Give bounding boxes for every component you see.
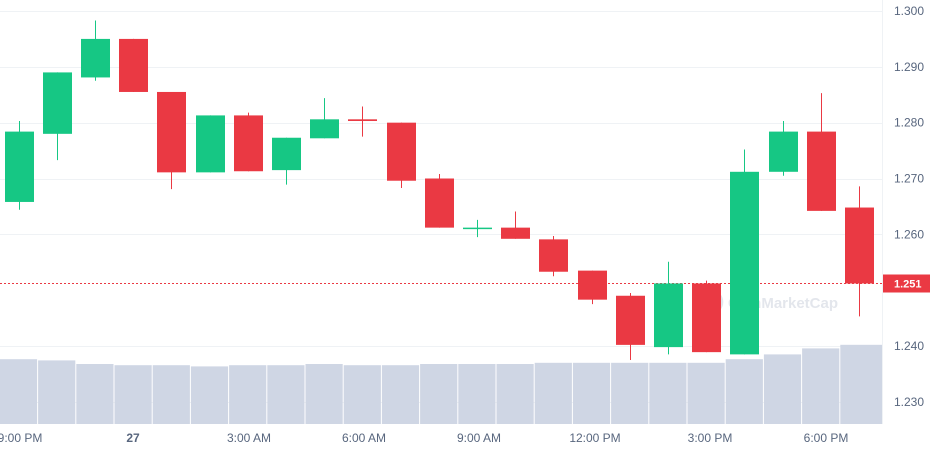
candle-down[interactable] (387, 122, 416, 188)
candle-body (845, 207, 874, 284)
x-tick-label: 9:00 PM (0, 431, 42, 445)
candle-up[interactable] (272, 137, 301, 185)
volume-bar (0, 359, 38, 424)
candle-body (119, 38, 148, 92)
x-tick-label: 3:00 PM (688, 431, 733, 445)
y-tick-label: 1.290 (894, 60, 924, 74)
volume-bar (496, 364, 534, 424)
volume-bar (572, 362, 611, 424)
candle-down[interactable] (845, 186, 874, 317)
candle-down[interactable] (578, 270, 607, 305)
candle-down[interactable] (501, 211, 530, 239)
volume-bar (725, 359, 763, 424)
volume-bar (534, 362, 572, 424)
candle-up[interactable] (730, 149, 759, 355)
volume-bar (38, 360, 76, 424)
x-tick-label: 9:00 AM (457, 431, 501, 445)
y-tick-label: 1.280 (894, 116, 924, 130)
candle-body (43, 72, 72, 134)
candle-body (501, 227, 530, 239)
candle-body (654, 283, 683, 348)
candle-up[interactable] (43, 72, 72, 161)
volume-bar (114, 365, 152, 424)
x-tick-label: 12:00 PM (569, 431, 620, 445)
volume-bar (763, 354, 802, 424)
candle-body (272, 137, 301, 171)
x-tick-label: 27 (126, 431, 140, 445)
candle-up[interactable] (769, 120, 798, 176)
candle-down[interactable] (119, 38, 148, 92)
price-tag-background (883, 274, 930, 293)
candle-up[interactable] (654, 261, 683, 355)
volume-bar (267, 365, 305, 424)
candle-down[interactable] (539, 236, 568, 277)
candle-body (196, 115, 225, 173)
candle-body (539, 239, 568, 272)
candle-down[interactable] (807, 93, 836, 211)
y-tick-label: 1.300 (894, 4, 924, 18)
y-tick-label: 1.270 (894, 172, 924, 186)
candle-body (81, 38, 110, 78)
candle-down[interactable] (348, 106, 377, 137)
candle-body (578, 270, 607, 300)
candle-down[interactable] (692, 280, 721, 353)
x-tick-label: 6:00 AM (342, 431, 386, 445)
candle-body (463, 227, 492, 230)
volume-bars (0, 344, 882, 424)
volume-bar (152, 365, 190, 424)
candle-body (692, 283, 721, 353)
volume-bar (343, 365, 381, 424)
candle-up[interactable] (196, 115, 225, 173)
candle-body (807, 131, 836, 211)
candle-body (5, 131, 34, 202)
volume-bar (802, 348, 840, 424)
y-tick-label: 1.230 (894, 395, 924, 409)
price-tag-label: 1.251 (894, 279, 922, 291)
candles (5, 20, 874, 360)
y-tick-label: 1.260 (894, 227, 924, 241)
candle-body (348, 119, 377, 121)
candle-body (730, 171, 759, 355)
candle-up[interactable] (81, 20, 110, 81)
candle-up[interactable] (310, 98, 339, 139)
y-axis: 1.300 1.290 1.280 1.270 1.260 1.240 1.230 (894, 4, 924, 409)
current-price-tag: 1.251 (883, 274, 930, 293)
candle-body (234, 115, 263, 172)
candle-body (157, 91, 186, 173)
x-axis: 9:00 PM 27 3:00 AM 6:00 AM 9:00 AM 12:00 PM 3:… (0, 431, 848, 445)
volume-bar (305, 364, 343, 424)
y-tick-label: 1.240 (894, 339, 924, 353)
volume-bar (611, 362, 649, 424)
candle-body (769, 131, 798, 172)
volume-bar (687, 362, 725, 424)
candle-body (425, 178, 454, 228)
candle-down[interactable] (234, 112, 263, 172)
candle-body (387, 122, 416, 181)
volume-bar (840, 344, 882, 424)
volume-bar (76, 364, 114, 424)
candle-down[interactable] (616, 292, 645, 360)
candle-body (616, 295, 645, 345)
volume-bar (420, 364, 458, 424)
x-tick-label: 3:00 AM (227, 431, 271, 445)
candle-down[interactable] (425, 174, 454, 228)
candle-down[interactable] (157, 91, 186, 190)
x-tick-label: 6:00 PM (804, 431, 849, 445)
volume-bar (649, 362, 687, 424)
candle-up[interactable] (463, 219, 492, 238)
candle-body (310, 119, 339, 139)
volume-bar (229, 365, 267, 424)
candle-up[interactable] (5, 120, 34, 210)
volume-bar (190, 366, 229, 424)
volume-bar (458, 364, 496, 424)
volume-bar (381, 365, 420, 424)
